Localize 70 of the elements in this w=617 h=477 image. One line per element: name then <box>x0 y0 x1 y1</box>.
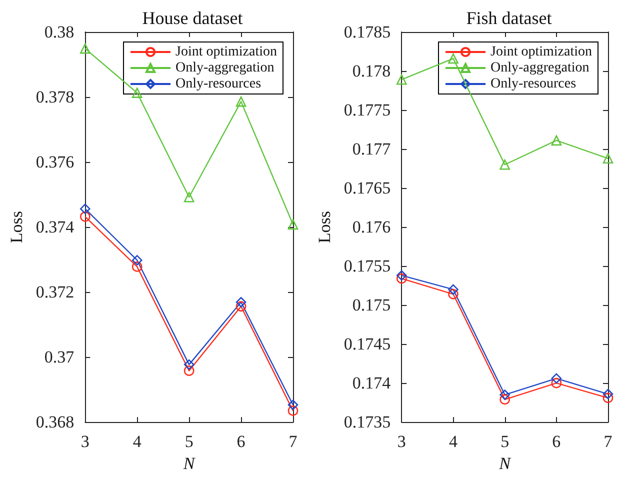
x-tick-label: 6 <box>236 432 246 452</box>
x-tick-label: 4 <box>448 432 458 452</box>
point <box>448 53 458 64</box>
legend-label: Joint optimization <box>490 44 592 60</box>
point <box>288 406 298 416</box>
legend-label: Only-aggregation <box>490 60 590 76</box>
point <box>396 74 407 85</box>
point <box>602 388 614 400</box>
point <box>288 219 298 230</box>
point <box>236 96 246 107</box>
y-tick-label: 0.1785 <box>344 22 391 42</box>
point <box>396 273 407 284</box>
chart-title: Fish dataset <box>466 8 552 28</box>
y-tick-label: 0.376 <box>36 152 74 172</box>
point <box>500 390 510 400</box>
point <box>500 159 510 170</box>
y-tick-label: 0.1755 <box>344 256 391 276</box>
x-tick-label: 6 <box>552 432 561 452</box>
point <box>396 270 407 281</box>
point <box>500 394 510 405</box>
point <box>236 301 246 312</box>
y-tick-label: 0.372 <box>36 282 74 302</box>
point <box>80 212 90 222</box>
y-axis-title: Loss <box>315 210 334 244</box>
point <box>551 135 562 146</box>
point <box>184 359 194 370</box>
x-tick-label: 5 <box>500 432 510 452</box>
point <box>551 378 562 388</box>
y-tick-label: 0.175 <box>352 296 391 315</box>
y-tick-label: 0.38 <box>44 22 74 42</box>
point <box>80 204 90 214</box>
y-tick-label: 0.1765 <box>344 178 391 198</box>
y-tick-label: 0.37 <box>44 348 75 367</box>
point <box>132 88 142 98</box>
point <box>236 296 246 308</box>
x-tick-label: 3 <box>397 432 406 452</box>
point <box>602 153 614 164</box>
x-tick-label: 5 <box>184 432 194 452</box>
y-tick-label: 0.176 <box>352 218 391 237</box>
legend-label: Only-aggregation <box>176 60 274 76</box>
point <box>602 392 614 404</box>
legend-label: Joint optimization <box>176 44 278 60</box>
y-tick-label: 0.178 <box>352 62 391 81</box>
y-tick-label: 0.378 <box>36 88 74 107</box>
y-tick-label: 0.174 <box>352 374 392 393</box>
y-axis-title: Loss <box>7 210 26 244</box>
chart-title: House dataset <box>142 8 243 28</box>
x-tick-label: 4 <box>132 432 142 452</box>
point <box>551 373 562 384</box>
y-tick-label: 0.1735 <box>344 412 391 432</box>
x-tick-label: 7 <box>604 432 613 452</box>
y-tick-label: 0.1775 <box>344 100 391 120</box>
y-tick-label: 0.177 <box>352 140 392 159</box>
y-tick-label: 0.1745 <box>344 334 391 354</box>
point <box>80 43 90 54</box>
x-tick-label: 7 <box>288 432 298 452</box>
x-axis-title: N <box>182 454 196 473</box>
y-tick-label: 0.368 <box>36 412 74 432</box>
point <box>448 289 458 300</box>
legend-label: Only-resources <box>490 76 576 92</box>
point <box>288 400 298 410</box>
point <box>132 262 142 272</box>
point <box>184 192 194 202</box>
x-axis-title: N <box>498 454 512 473</box>
point <box>448 284 458 295</box>
legend-label: Only-resources <box>176 76 262 92</box>
y-tick-label: 0.374 <box>36 218 75 237</box>
point <box>132 255 142 266</box>
point <box>184 366 194 376</box>
x-tick-label: 3 <box>80 432 90 452</box>
